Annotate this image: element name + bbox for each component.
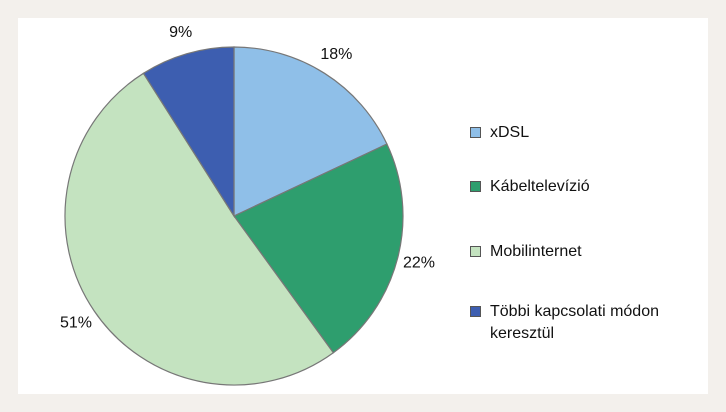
- legend-item: Mobilinternet: [470, 241, 670, 263]
- legend-swatch: [470, 181, 481, 192]
- legend-swatch: [470, 127, 481, 138]
- data-label: 51%: [60, 315, 92, 332]
- legend: xDSL Kábeltelevízió Mobilinternet Többi kap…: [470, 122, 670, 345]
- legend-label: Többi kapcsolati módon keresztül: [490, 303, 659, 342]
- data-label: 22%: [403, 255, 435, 272]
- legend-label: Kábeltelevízió: [490, 178, 590, 195]
- legend-swatch: [470, 246, 481, 257]
- legend-swatch: [470, 306, 481, 317]
- pie-slice: [233, 46, 388, 217]
- legend-label: Mobilinternet: [490, 243, 582, 260]
- legend-label: xDSL: [490, 124, 530, 141]
- data-label: 9%: [169, 24, 192, 41]
- legend-item: Kábeltelevízió: [470, 176, 670, 198]
- legend-item: xDSL: [470, 122, 670, 144]
- legend-item: Többi kapcsolati módon keresztül: [470, 301, 670, 345]
- pie-slice: [64, 72, 335, 386]
- pie-slice: [142, 46, 235, 219]
- pie-slice: [233, 143, 404, 354]
- data-label: 18%: [320, 46, 352, 63]
